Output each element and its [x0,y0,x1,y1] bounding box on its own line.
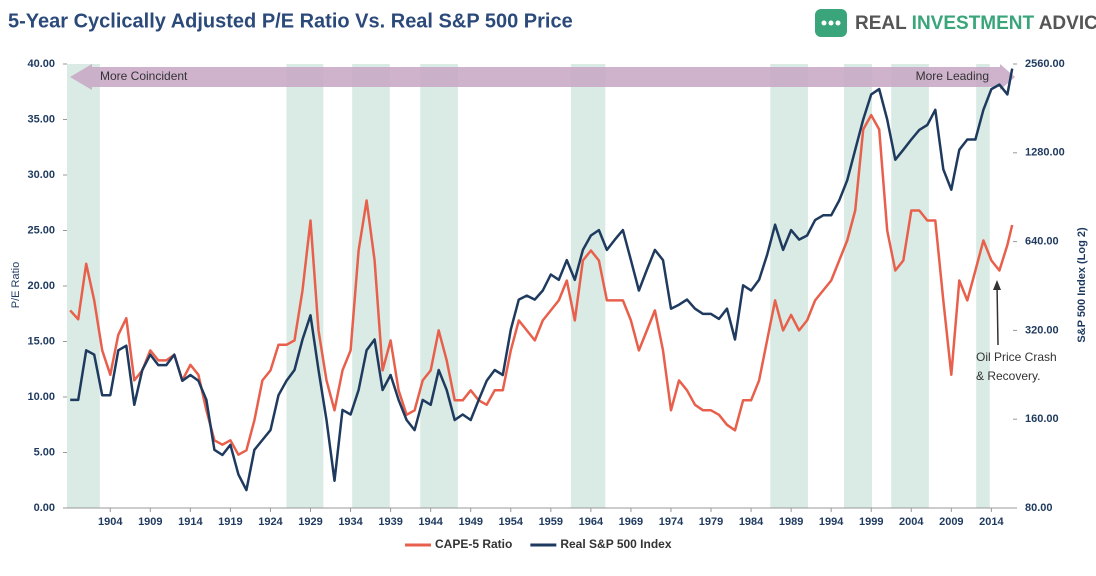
series-line [70,68,1014,492]
y-tick-label: 35.00 [27,113,55,125]
x-tick-label: 1949 [458,516,482,528]
shaded-region [570,64,606,508]
y-tick-label: 25.00 [27,224,55,236]
shaded-region [770,64,808,508]
note-arrowhead [993,280,1001,290]
x-tick-label: 1994 [819,516,844,528]
x-tick-label: 1959 [539,516,563,528]
x-tick-label: 1944 [418,516,443,528]
y-tick-label: 30.00 [27,169,55,181]
shaded-region [891,64,929,508]
y-tick-label: 0.00 [34,502,55,514]
arrow-label: More Coincident [100,69,188,83]
y-tick-label: 10.00 [27,391,55,403]
y-tick-label: 40.00 [27,58,55,70]
series-line [69,113,1014,456]
timing-arrow [70,64,1015,90]
shaded-region [843,64,873,508]
x-tick-label: 2014 [979,516,1004,528]
x-tick-label: 1999 [859,516,883,528]
shaded-region [420,64,458,508]
brand-part: ADVICE [1039,13,1096,34]
legend-label: Real S&P 500 Index [560,537,671,551]
x-tick-label: 1969 [619,516,643,528]
legend-label: CAPE-5 Ratio [435,537,512,551]
shaded-region [976,64,990,508]
x-tick-label: 1974 [659,516,684,528]
x-tick-label: 1909 [138,516,162,528]
x-tick-label: 1914 [178,516,203,528]
y2-tick-label: 1280.00 [1025,147,1065,159]
brand-part: REAL [855,13,907,34]
y2-tick-label: 160.00 [1025,413,1059,425]
y2-tick-label: 80.00 [1025,502,1053,514]
x-tick-label: 1964 [579,516,604,528]
x-tick-label: 1934 [338,516,363,528]
x-tick-label: 1924 [258,516,283,528]
x-tick-label: 1939 [378,516,402,528]
y2-tick-label: 2560.00 [1025,58,1065,70]
note-arrow [996,283,999,346]
y-axis-title: P/E Ratio [10,262,22,308]
x-tick-label: 2009 [939,516,963,528]
x-tick-label: 1989 [779,516,803,528]
brand-part: INVESTMENT [912,13,1035,34]
y2-tick-label: 320.00 [1025,324,1059,336]
x-tick-label: 2004 [899,516,924,528]
note-text: & Recovery. [976,369,1040,383]
shaded-region [352,64,390,508]
y2-axis-title: S&P 500 Index (Log 2) [1076,227,1088,343]
y-tick-label: 15.00 [27,335,55,347]
brand-logo: REAL INVESTMENT ADVICE [815,9,1096,37]
x-tick-label: 1929 [298,516,322,528]
y2-tick-label: 640.00 [1025,236,1059,248]
arrow-label: More Leading [916,69,989,83]
chart-title: 5-Year Cyclically Adjusted P/E Ratio Vs.… [8,10,573,32]
x-tick-label: 1979 [699,516,723,528]
brand-text: REAL INVESTMENT ADVICE [855,13,1096,34]
note-text: Oil Price Crash [976,350,1057,364]
x-tick-label: 1904 [98,516,123,528]
y-tick-label: 20.00 [27,280,55,292]
x-tick-label: 1954 [499,516,524,528]
x-tick-label: 1919 [218,516,242,528]
x-tick-label: 1984 [739,516,764,528]
shaded-region [286,64,324,508]
y-tick-label: 5.00 [34,446,55,458]
